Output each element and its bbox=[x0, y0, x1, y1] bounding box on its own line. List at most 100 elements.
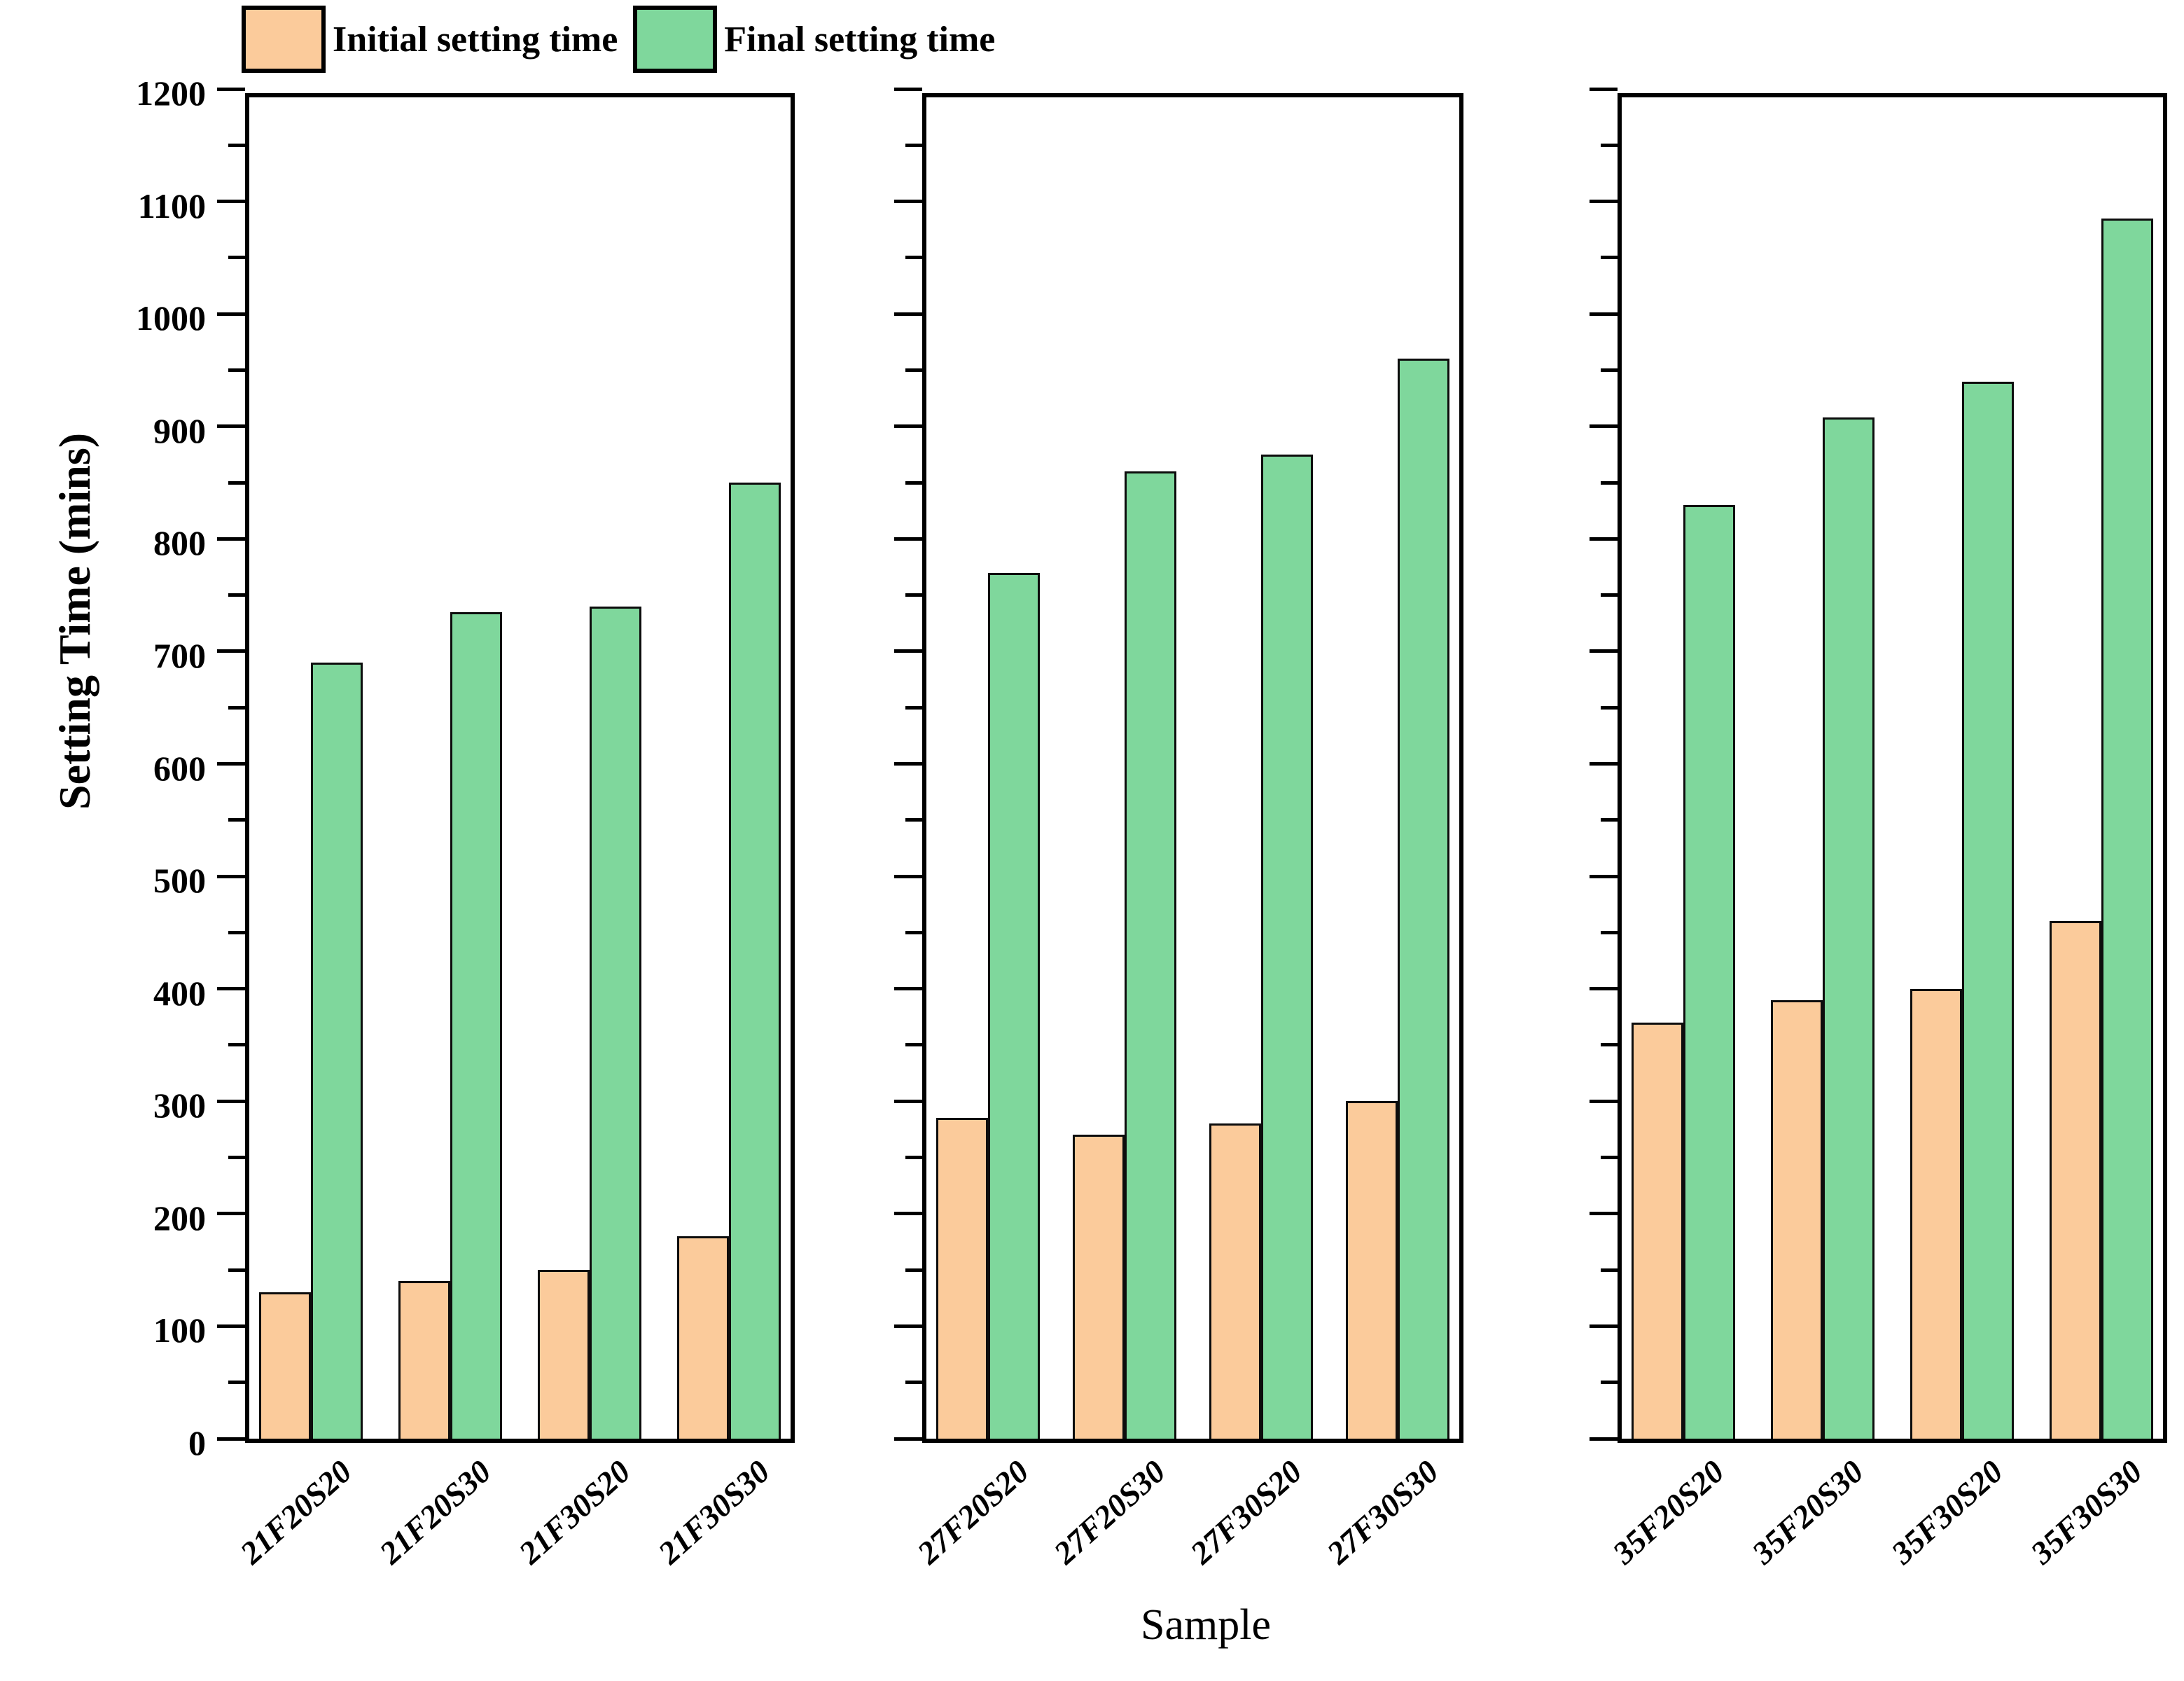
y-major-tick bbox=[217, 874, 245, 878]
initial-setting-time-label: Initial setting time bbox=[333, 19, 618, 60]
final-setting-bar-27F20S30 bbox=[1125, 471, 1176, 1439]
x-category-label-27F30S30: 27F30S30 bbox=[1319, 1453, 1445, 1571]
y-tick-label: 100 bbox=[153, 1310, 206, 1350]
y-major-tick bbox=[1590, 1212, 1618, 1216]
initial-setting-bar-21F20S20 bbox=[259, 1292, 311, 1439]
y-minor-tick bbox=[228, 818, 245, 822]
y-minor-tick bbox=[228, 1043, 245, 1047]
final-setting-bar-27F30S30 bbox=[1398, 359, 1449, 1439]
y-tick-label: 300 bbox=[153, 1086, 206, 1126]
chart-panel-3 bbox=[1590, 87, 2167, 1443]
y-minor-tick bbox=[1601, 1381, 1618, 1385]
y-major-tick bbox=[894, 312, 922, 316]
y-major-tick bbox=[1590, 874, 1618, 878]
y-tick-label: 900 bbox=[153, 410, 206, 450]
initial-setting-bar-27F20S30 bbox=[1073, 1135, 1125, 1439]
y-minor-tick bbox=[905, 593, 922, 597]
y-tick-label: 400 bbox=[153, 973, 206, 1013]
chart-panel-1 bbox=[217, 87, 795, 1443]
y-minor-tick bbox=[905, 1156, 922, 1160]
y-major-tick bbox=[1590, 200, 1618, 204]
y-major-tick bbox=[894, 537, 922, 541]
x-category-label-35F30S20: 35F30S20 bbox=[1884, 1453, 2010, 1571]
legend: Initial setting time Final setting time bbox=[242, 6, 1010, 73]
y-major-tick bbox=[217, 87, 245, 91]
y-minor-tick bbox=[905, 1268, 922, 1272]
y-major-tick bbox=[894, 874, 922, 878]
y-minor-tick bbox=[1601, 480, 1618, 485]
y-minor-tick bbox=[905, 930, 922, 934]
initial-setting-bar-35F30S30 bbox=[2050, 921, 2101, 1439]
x-axis-title: Sample bbox=[1141, 1601, 1271, 1649]
y-minor-tick bbox=[905, 818, 922, 822]
x-category-label-27F20S20: 27F20S20 bbox=[910, 1453, 1036, 1571]
initial-setting-bar-35F30S20 bbox=[1910, 989, 1962, 1439]
final-setting-bar-27F30S20 bbox=[1261, 455, 1313, 1439]
x-category-label-21F20S30: 21F20S30 bbox=[372, 1453, 498, 1571]
final-setting-bar-21F30S20 bbox=[590, 607, 641, 1439]
y-major-tick bbox=[217, 312, 245, 316]
y-tick-label: 1100 bbox=[137, 186, 206, 226]
y-major-tick bbox=[894, 649, 922, 653]
y-minor-tick bbox=[1601, 368, 1618, 372]
y-tick-label: 600 bbox=[153, 748, 206, 788]
x-category-label-21F30S30: 21F30S30 bbox=[651, 1453, 777, 1571]
y-minor-tick bbox=[905, 1381, 922, 1385]
y-minor-tick bbox=[228, 1156, 245, 1160]
x-category-label-27F30S20: 27F30S20 bbox=[1183, 1453, 1309, 1571]
y-tick-label: 1000 bbox=[136, 298, 206, 338]
y-major-tick bbox=[217, 200, 245, 204]
y-major-tick bbox=[1590, 1099, 1618, 1103]
initial-setting-bar-21F30S20 bbox=[538, 1270, 590, 1439]
initial-setting-bar-35F20S20 bbox=[1632, 1023, 1683, 1439]
final-setting-bar-35F20S30 bbox=[1823, 417, 1875, 1439]
final-setting-time-label: Final setting time bbox=[724, 19, 996, 60]
x-category-label-35F20S20: 35F20S20 bbox=[1605, 1453, 1731, 1571]
y-major-tick bbox=[217, 537, 245, 541]
y-minor-tick bbox=[228, 368, 245, 372]
y-major-tick bbox=[894, 1437, 922, 1441]
initial-setting-time-swatch bbox=[242, 6, 326, 73]
y-minor-tick bbox=[1601, 1156, 1618, 1160]
y-major-tick bbox=[217, 649, 245, 653]
y-major-tick bbox=[1590, 424, 1618, 429]
y-major-tick bbox=[894, 1324, 922, 1328]
y-minor-tick bbox=[1601, 1043, 1618, 1047]
y-major-tick bbox=[894, 1212, 922, 1216]
y-minor-tick bbox=[1601, 818, 1618, 822]
y-tick-label: 800 bbox=[153, 523, 206, 563]
y-minor-tick bbox=[228, 143, 245, 147]
y-major-tick bbox=[1590, 987, 1618, 991]
y-minor-tick bbox=[228, 1268, 245, 1272]
initial-setting-bar-21F30S30 bbox=[677, 1236, 729, 1439]
final-setting-bar-35F20S20 bbox=[1683, 505, 1735, 1439]
y-minor-tick bbox=[905, 256, 922, 260]
final-setting-bar-21F20S20 bbox=[311, 663, 363, 1439]
y-minor-tick bbox=[905, 368, 922, 372]
initial-setting-bar-27F20S20 bbox=[936, 1118, 988, 1439]
final-setting-bar-21F20S30 bbox=[450, 612, 502, 1439]
x-category-label-21F30S20: 21F30S20 bbox=[511, 1453, 637, 1571]
initial-setting-bar-21F20S30 bbox=[398, 1281, 450, 1439]
y-minor-tick bbox=[1601, 143, 1618, 147]
x-category-label-35F30S30: 35F30S30 bbox=[2023, 1453, 2149, 1571]
y-minor-tick bbox=[1601, 256, 1618, 260]
y-tick-label: 700 bbox=[153, 635, 206, 675]
y-tick-label: 0 bbox=[188, 1423, 206, 1462]
y-minor-tick bbox=[1601, 930, 1618, 934]
y-tick-label: 1200 bbox=[136, 74, 206, 113]
y-minor-tick bbox=[228, 593, 245, 597]
initial-setting-bar-27F30S20 bbox=[1209, 1123, 1261, 1439]
y-major-tick bbox=[1590, 1437, 1618, 1441]
y-major-tick bbox=[217, 1437, 245, 1441]
y-minor-tick bbox=[905, 705, 922, 710]
final-setting-bar-27F20S20 bbox=[988, 573, 1040, 1439]
y-major-tick bbox=[1590, 649, 1618, 653]
x-category-label-21F20S20: 21F20S20 bbox=[232, 1453, 359, 1571]
x-category-label-35F20S30: 35F20S30 bbox=[1744, 1453, 1870, 1571]
final-setting-time-swatch bbox=[633, 6, 718, 73]
y-major-tick bbox=[1590, 1324, 1618, 1328]
chart-panel-2 bbox=[894, 87, 1463, 1443]
y-major-tick bbox=[1590, 87, 1618, 91]
